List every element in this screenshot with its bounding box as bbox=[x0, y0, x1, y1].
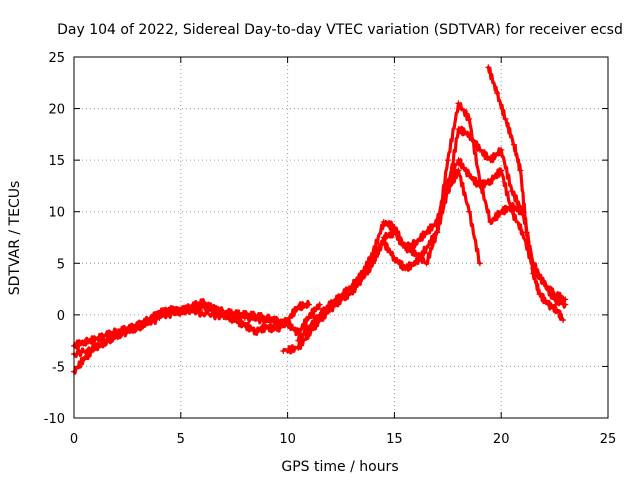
y-tick-label: 5 bbox=[57, 257, 65, 272]
series-line bbox=[446, 168, 482, 265]
series-line bbox=[350, 125, 525, 291]
x-tick-label: 10 bbox=[279, 432, 296, 447]
x-tick-label: 0 bbox=[70, 432, 78, 447]
y-tick-label: -10 bbox=[44, 412, 65, 427]
y-tick-label: 15 bbox=[48, 154, 65, 169]
x-tick-label: 20 bbox=[493, 432, 510, 447]
x-tick-label: 25 bbox=[600, 432, 617, 447]
data-series-layer bbox=[71, 64, 569, 375]
axis-tick-labels: 0 5 10 15 20 25 -10 -5 0 5 10 15 20 25 bbox=[44, 51, 617, 447]
y-axis-label: SDTVAR / TECUs bbox=[7, 181, 23, 296]
y-tick-label: -5 bbox=[52, 360, 65, 375]
y-tick-label: 25 bbox=[48, 51, 65, 66]
data-series-6 bbox=[348, 125, 526, 293]
y-tick-label: 10 bbox=[48, 206, 65, 221]
x-axis-label: GPS time / hours bbox=[281, 459, 398, 475]
x-tick-label: 15 bbox=[386, 432, 403, 447]
series-line bbox=[72, 302, 322, 358]
plot-frame bbox=[73, 56, 609, 419]
data-series-3 bbox=[71, 301, 323, 358]
y-tick-label: 0 bbox=[57, 309, 65, 324]
chart-title: Day 104 of 2022, Sidereal Day-to-day VTE… bbox=[57, 22, 623, 38]
y-tick-label: 20 bbox=[48, 103, 65, 118]
data-series-7 bbox=[444, 167, 483, 267]
series-line bbox=[486, 65, 565, 322]
x-tick-label: 5 bbox=[177, 432, 185, 447]
data-series-8 bbox=[485, 64, 567, 324]
